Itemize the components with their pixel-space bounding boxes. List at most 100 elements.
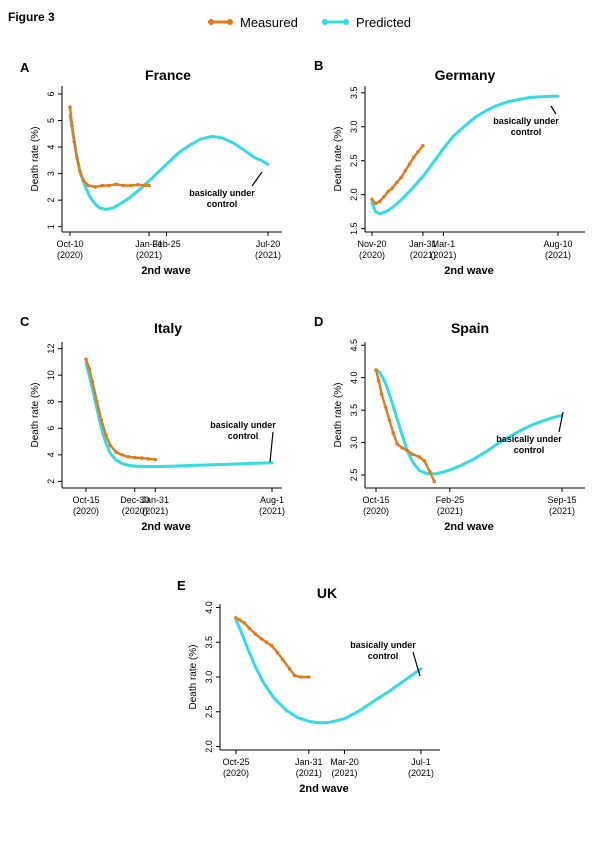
measured-point-uk-2 — [242, 621, 246, 625]
measured-point-uk-6 — [264, 640, 269, 644]
x-tick-label-spain-2: Sep-15 — [547, 495, 576, 505]
x-tick-sublabel-italy-0: (2020) — [73, 506, 99, 516]
measured-point-spain-10 — [417, 455, 422, 459]
y-tick-label-spain-4: 4.5 — [349, 339, 359, 352]
panel-letter-germany: B — [314, 58, 323, 73]
measured-point-spain-7 — [400, 446, 404, 450]
measured-point-spain-2 — [379, 392, 384, 396]
x-tick-label-france-1: Jan-31 — [135, 239, 163, 249]
annotation-uk-line2: control — [368, 651, 399, 661]
measured-point-italy-4 — [99, 418, 104, 423]
x-axis-label-italy: 2nd wave — [141, 521, 191, 533]
y-tick-label-germany-2: 2.5 — [349, 154, 359, 167]
measured-point-uk-0 — [234, 616, 238, 620]
y-tick-label-france-1: 2 — [46, 198, 56, 203]
x-tick-sublabel-uk-3: (2021) — [408, 768, 434, 778]
measured-point-italy-3 — [95, 399, 99, 404]
measured-point-france-4 — [78, 169, 82, 173]
panel-letter-spain: D — [314, 314, 323, 329]
annotation-pointer-uk — [412, 651, 421, 677]
x-tick-label-italy-1: Dec-30 — [120, 495, 149, 505]
measured-point-italy-0 — [84, 357, 88, 362]
measured-point-italy-7 — [114, 450, 118, 455]
measured-point-uk-12 — [298, 675, 303, 679]
y-tick-label-spain-0: 2.5 — [349, 469, 359, 482]
x-tick-label-germany-3: Aug-10 — [543, 239, 572, 249]
x-tick-sublabel-germany-3: (2021) — [545, 250, 571, 260]
measured-line-france — [68, 106, 151, 189]
legend-label-measured: Measured — [240, 15, 298, 30]
measured-point-germany-0 — [370, 197, 374, 202]
y-tick-label-france-2: 3 — [46, 171, 56, 176]
measured-point-spain-8 — [405, 448, 409, 453]
measured-point-spain-0 — [374, 368, 378, 372]
annotation-pointer-germany — [550, 105, 557, 115]
legend-item-measured: Measured — [208, 15, 298, 30]
measured-point-italy-10 — [132, 455, 137, 460]
measured-point-italy-9 — [126, 455, 131, 459]
measured-point-germany-9 — [407, 162, 412, 166]
measured-point-france-6 — [86, 183, 90, 188]
y-tick-label-france-4: 5 — [46, 118, 56, 123]
y-tick-label-italy-3: 8 — [46, 399, 56, 404]
measured-point-france-12 — [129, 183, 133, 188]
y-tick-label-italy-2: 6 — [46, 426, 56, 431]
measured-point-uk-13 — [307, 675, 311, 679]
y-tick-label-spain-2: 3.5 — [349, 404, 359, 417]
measured-point-germany-8 — [403, 169, 408, 173]
x-tick-label-france-2: Feb-25 — [152, 239, 181, 249]
annotation-italy-line2: control — [228, 431, 259, 441]
panel-letter-uk: E — [177, 578, 186, 593]
panel-letter-france: A — [20, 60, 30, 75]
y-tick-label-spain-3: 4.0 — [349, 371, 359, 384]
measured-point-france-8 — [100, 183, 104, 188]
x-tick-label-germany-2: Mar-1 — [432, 239, 456, 249]
x-tick-sublabel-spain-0: (2020) — [363, 506, 389, 516]
measured-point-spain-1 — [377, 379, 381, 383]
y-tick-label-uk-2: 3.0 — [204, 671, 214, 684]
chart-title-italy: Italy — [154, 320, 182, 336]
legend-marker-predicted — [322, 19, 328, 25]
x-tick-label-italy-3: Aug-1 — [260, 495, 284, 505]
measured-point-france-10 — [114, 182, 118, 186]
measured-point-germany-10 — [411, 155, 416, 160]
annotation-spain-line1: basically under — [496, 434, 562, 444]
chart-title-uk: UK — [317, 585, 337, 601]
annotation-pointer-spain — [558, 411, 564, 433]
panel-letter-italy: C — [20, 314, 30, 329]
x-tick-label-uk-1: Jan-31 — [295, 757, 323, 767]
measured-point-uk-8 — [275, 650, 280, 655]
y-tick-label-uk-0: 2.0 — [204, 740, 214, 753]
chart-title-spain: Spain — [451, 320, 489, 336]
measured-point-france-14 — [143, 183, 147, 188]
predicted-line-italy — [84, 361, 274, 468]
y-tick-label-germany-3: 3.0 — [349, 120, 359, 133]
predicted-line-germany — [370, 94, 560, 216]
annotation-italy-line1: basically under — [210, 420, 276, 430]
x-tick-sublabel-france-3: (2021) — [255, 250, 281, 260]
figure-label: Figure 3 — [8, 10, 55, 24]
measured-point-france-11 — [121, 183, 125, 188]
annotation-pointer-france — [251, 171, 263, 187]
x-tick-label-uk-3: Jul-1 — [411, 757, 431, 767]
x-tick-sublabel-uk-2: (2021) — [331, 768, 357, 778]
measured-point-france-0 — [68, 105, 72, 109]
measured-point-italy-1 — [87, 366, 91, 371]
measured-point-uk-3 — [247, 626, 252, 631]
measured-point-germany-12 — [421, 144, 425, 148]
measured-point-spain-11 — [422, 458, 427, 463]
x-tick-sublabel-italy-3: (2021) — [259, 506, 285, 516]
y-tick-label-france-5: 6 — [46, 91, 56, 96]
measured-point-spain-12 — [428, 470, 432, 474]
x-tick-sublabel-germany-2: (2021) — [430, 250, 456, 260]
legend-item-predicted: Predicted — [322, 15, 411, 30]
y-axis-label-germany: Death rate (%) — [333, 126, 344, 191]
x-tick-sublabel-germany-1: (2021) — [410, 250, 436, 260]
y-axis-label-uk: Death rate (%) — [188, 644, 199, 709]
x-axis-label-uk: 2nd wave — [299, 783, 349, 795]
y-tick-label-italy-4: 10 — [46, 370, 56, 380]
y-tick-label-germany-4: 3.5 — [349, 87, 359, 100]
measured-point-france-15 — [147, 183, 151, 188]
